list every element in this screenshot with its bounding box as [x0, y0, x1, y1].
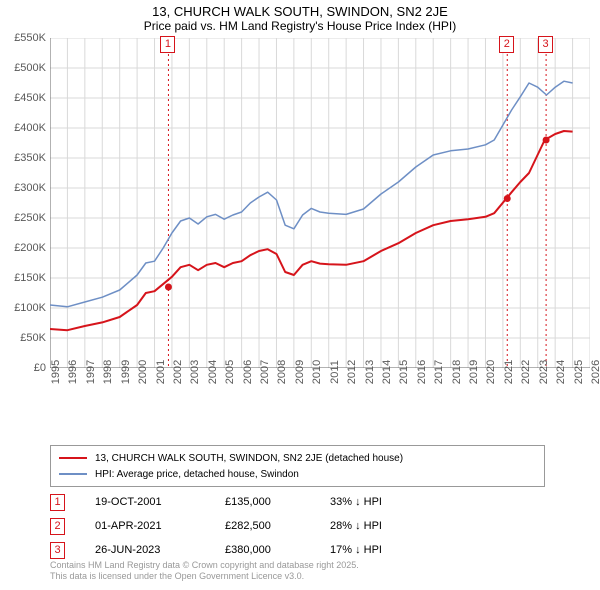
- footer-line2: This data is licensed under the Open Gov…: [50, 571, 359, 582]
- annotation-date: 19-OCT-2001: [95, 496, 225, 508]
- annotation-pct: 17% ↓ HPI: [330, 544, 460, 556]
- y-tick-label: £450K: [2, 92, 46, 104]
- legend-label: HPI: Average price, detached house, Swin…: [95, 469, 299, 480]
- chart-marker: 2: [499, 36, 514, 53]
- chart-svg: [50, 38, 590, 368]
- footer-line1: Contains HM Land Registry data © Crown c…: [50, 560, 359, 571]
- annotation-price: £282,500: [225, 520, 330, 532]
- y-tick-label: £100K: [2, 302, 46, 314]
- footer-attribution: Contains HM Land Registry data © Crown c…: [50, 560, 359, 583]
- legend-swatch: [59, 457, 87, 459]
- annotation-date: 26-JUN-2023: [95, 544, 225, 556]
- legend-item: 13, CHURCH WALK SOUTH, SWINDON, SN2 2JE …: [59, 450, 536, 466]
- y-tick-label: £500K: [2, 62, 46, 74]
- chart-title: 13, CHURCH WALK SOUTH, SWINDON, SN2 2JE: [0, 0, 600, 19]
- y-tick-label: £50K: [2, 332, 46, 344]
- annotation-pct: 33% ↓ HPI: [330, 496, 460, 508]
- legend-label: 13, CHURCH WALK SOUTH, SWINDON, SN2 2JE …: [95, 453, 403, 464]
- legend-box: 13, CHURCH WALK SOUTH, SWINDON, SN2 2JE …: [50, 445, 545, 487]
- annotation-date: 01-APR-2021: [95, 520, 225, 532]
- annotation-price: £135,000: [225, 496, 330, 508]
- plot-area: [50, 38, 590, 368]
- annotation-marker: 2: [50, 518, 65, 535]
- y-tick-label: £400K: [2, 122, 46, 134]
- chart-container: £0 £50K £100K £150K £200K £250K £300K £350K £400…: [0, 38, 600, 408]
- annotation-row: 3 26-JUN-2023£380,00017% ↓ HPI: [50, 538, 460, 562]
- annotation-row: 1 19-OCT-2001£135,00033% ↓ HPI: [50, 490, 460, 514]
- y-tick-label: £200K: [2, 242, 46, 254]
- annotation-pct: 28% ↓ HPI: [330, 520, 460, 532]
- chart-marker: 3: [538, 36, 553, 53]
- y-tick-label: £250K: [2, 212, 46, 224]
- annotations-table: 1 19-OCT-2001£135,00033% ↓ HPI 2 01-APR-202…: [50, 490, 460, 562]
- y-tick-label: £550K: [2, 32, 46, 44]
- y-tick-label: £300K: [2, 182, 46, 194]
- annotation-marker: 1: [50, 494, 65, 511]
- legend-item: HPI: Average price, detached house, Swin…: [59, 466, 536, 482]
- y-tick-label: £350K: [2, 152, 46, 164]
- chart-marker: 1: [160, 36, 175, 53]
- annotation-row: 2 01-APR-2021£282,50028% ↓ HPI: [50, 514, 460, 538]
- y-tick-label: £150K: [2, 272, 46, 284]
- y-tick-label: £0: [2, 362, 46, 374]
- annotation-marker: 3: [50, 542, 65, 559]
- legend-swatch: [59, 473, 87, 475]
- x-tick-label: 2026: [590, 360, 600, 384]
- annotation-price: £380,000: [225, 544, 330, 556]
